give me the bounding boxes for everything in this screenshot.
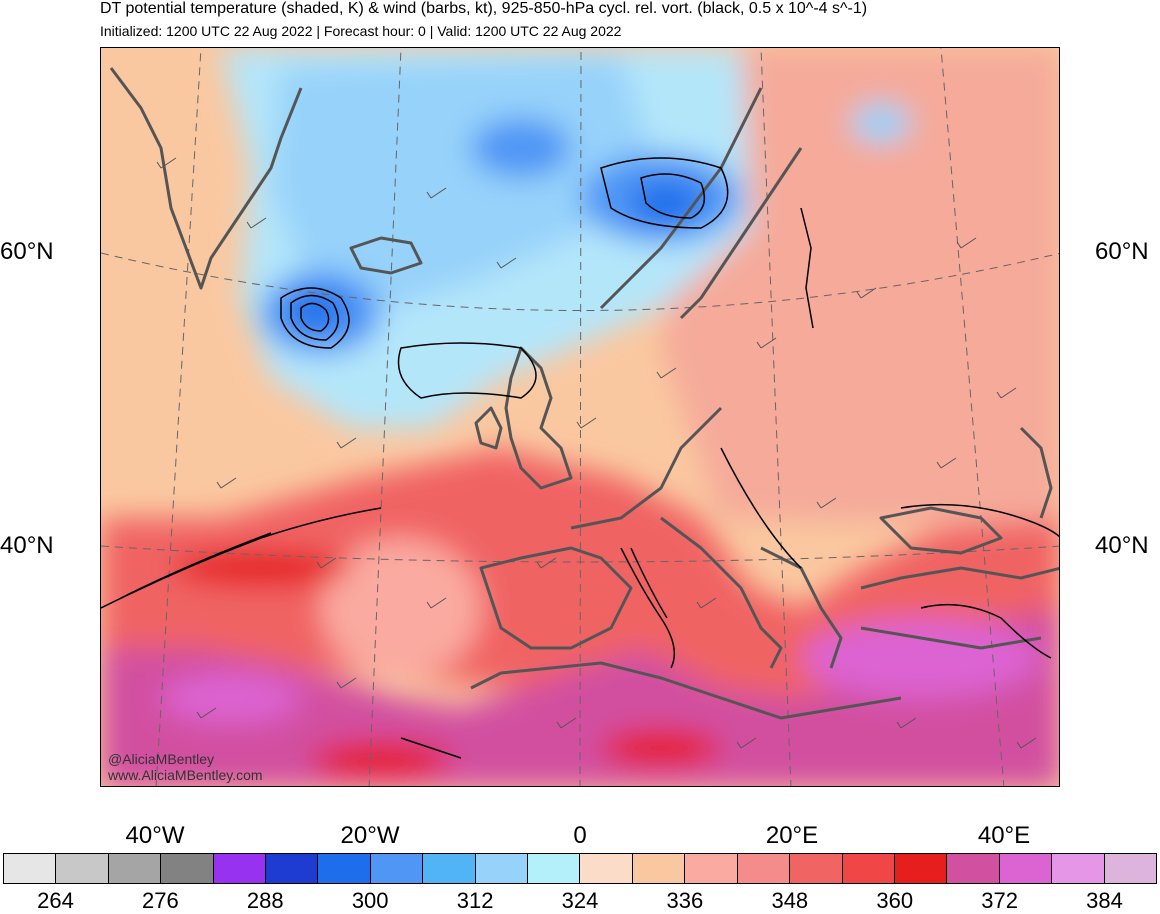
colorbar-box: [213, 854, 267, 883]
coastlines: [109, 67, 1059, 720]
lon-label-0: 0: [573, 822, 587, 849]
colorbar-box: [423, 854, 476, 883]
lat-label-60n-right: 60°N: [1095, 238, 1149, 265]
lat-label-60n-left: 60°N: [0, 238, 54, 265]
chart-title: DT potential temperature (shaded, K) & w…: [100, 0, 868, 17]
colorbar-tick-label: 360: [876, 888, 914, 913]
colorbar-box: [790, 854, 843, 883]
lat-label-40n-left: 40°N: [0, 532, 54, 559]
colorbar-tick-label: 276: [142, 888, 179, 913]
colorbar-box: [528, 854, 581, 883]
colorbar-tick-label: 372: [981, 888, 1018, 913]
colorbar-box: [475, 854, 529, 883]
colorbar-box: [685, 854, 738, 883]
colorbar-tick-label: 288: [246, 888, 284, 913]
wind-barbs: [156, 157, 1037, 749]
colorbar-box: [842, 854, 895, 883]
watermark-handle: @AliciaMBentley: [108, 751, 215, 767]
colorbar-box: [894, 854, 948, 883]
colorbar-box: [161, 854, 214, 883]
colorbar-tick-label: 300: [351, 888, 389, 913]
colorbar-box: [56, 854, 109, 883]
lon-label-40w: 40°W: [125, 822, 185, 849]
colorbar-box: [266, 854, 319, 883]
weather-map: [100, 47, 1060, 787]
lon-label-20e: 20°E: [765, 822, 819, 849]
colorbar-tick-label: 336: [666, 888, 704, 913]
map-canvas: [101, 48, 1059, 786]
colorbar-box: [4, 854, 57, 883]
lat-label-40n-right: 40°N: [1095, 532, 1149, 559]
colorbar-box: [632, 854, 686, 883]
colorbar-box: [370, 854, 424, 883]
colorbar-box: [947, 854, 1000, 883]
colorbar: [3, 853, 1157, 884]
colorbar-tick-label: 324: [561, 888, 599, 913]
colorbar-box: [580, 854, 633, 883]
colorbar-tick-label: 348: [771, 888, 809, 913]
chart-subtitle: Initialized: 1200 UTC 22 Aug 2022 | Fore…: [100, 23, 622, 39]
colorbar-tick-label: 312: [456, 888, 494, 913]
lon-label-40e: 40°E: [977, 822, 1031, 849]
vorticity-contours: [101, 157, 1059, 759]
graticule: [101, 48, 1059, 786]
colorbar-box: [1052, 854, 1105, 883]
colorbar-box: [999, 854, 1053, 883]
colorbar-box: [108, 854, 162, 883]
colorbar-box: [1104, 854, 1156, 883]
colorbar-box: [318, 854, 371, 883]
watermark-url: www.AliciaMBentley.com: [108, 767, 263, 783]
lon-label-20w: 20°W: [340, 822, 400, 849]
colorbar-tick-label: 264: [37, 888, 74, 913]
colorbar-tick-label: 384: [1086, 888, 1123, 913]
colorbar-box: [737, 854, 791, 883]
